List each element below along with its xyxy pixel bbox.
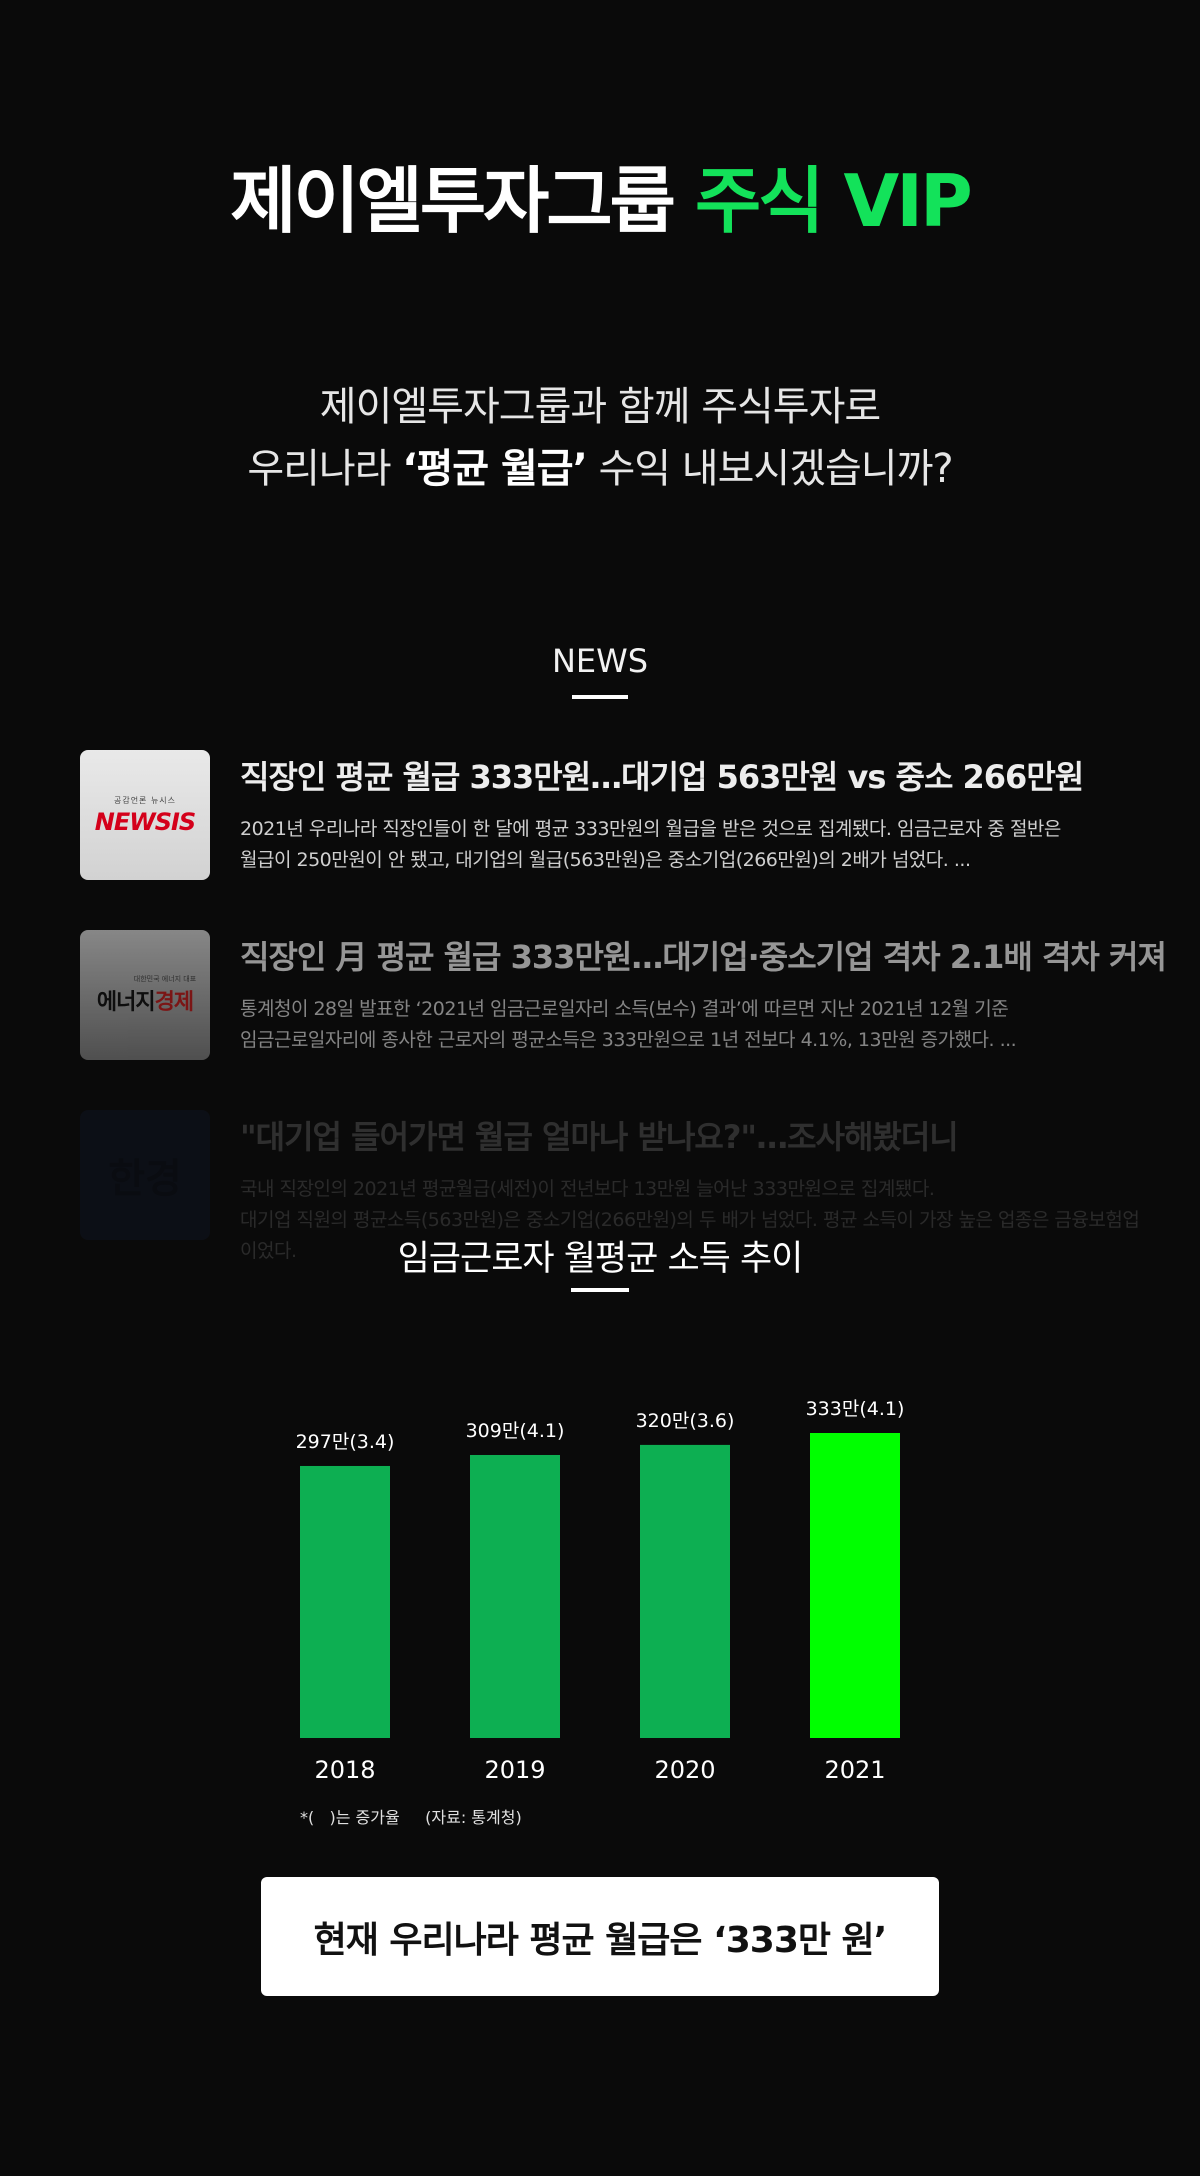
- average-salary-banner-text: 현재 우리나라 평균 월급은 ‘333만 원’: [313, 1919, 888, 1961]
- chart-footnote: *( )는 증가율 (자료: 통계청): [300, 1808, 522, 1827]
- news-heading-underline: [572, 695, 628, 699]
- news-desc-line-1: 2021년 우리나라 직장인들이 한 달에 평균 333만원의 월급을 받은 것…: [240, 818, 1061, 840]
- title-main: 제이엘투자그룹: [230, 159, 695, 243]
- news-desc-line-2: 월급이 250만원이 안 됐고, 대기업의 월급(563만원)은 중소기업(26…: [240, 849, 971, 871]
- bar-value-label: 297만(3.4): [296, 1431, 395, 1453]
- energy-logo-part-b: 경제: [154, 990, 194, 1015]
- subtitle-pre: 우리나라: [247, 446, 403, 492]
- news-item-newsis[interactable]: 공감언론 뉴시스 NEWSIS 직장인 평균 월급 333만원…대기업 563만…: [80, 750, 1160, 880]
- chart-title-underline: [571, 1288, 629, 1292]
- bar-2019: [470, 1454, 560, 1738]
- news-item-hankyung[interactable]: 한경 "대기업 들어가면 월급 얼마나 받나요?"…조사해봤더니 국내 직장인의…: [80, 1110, 1160, 1262]
- subtitle-post: 수익 내보시겠습니까?: [586, 446, 953, 492]
- bar-2018: [300, 1465, 390, 1738]
- hankyung-logo-thumbnail: 한경: [80, 1110, 210, 1240]
- chart-title: 임금근로자 월평균 소득 추이: [397, 1239, 804, 1279]
- news-description: 국내 직장인의 2021년 평균월급(세전)이 전년보다 13만원 늘어난 33…: [240, 1174, 1140, 1267]
- hankyung-logo-text: 한경: [108, 1155, 182, 1202]
- average-salary-banner[interactable]: 현재 우리나라 평균 월급은 ‘333만 원’: [261, 1877, 939, 1996]
- subtitle-bold: ‘평균 월급’: [402, 446, 588, 492]
- x-tick-label: 2018: [314, 1756, 375, 1784]
- news-item-energy-economy[interactable]: 대한민국 에너지 대표 에너지경제 직장인 月 평균 월급 333만원…대기업·…: [80, 930, 1167, 1060]
- news-title[interactable]: 직장인 평균 월급 333만원…대기업 563만원 vs 중소 266만원: [240, 758, 1084, 796]
- energy-logo-text: 에너지경제: [96, 984, 194, 1016]
- energy-logo-part-a: 에너지: [96, 990, 156, 1015]
- news-title[interactable]: "대기업 들어가면 월급 얼마나 받나요?"…조사해봤더니: [240, 1118, 959, 1156]
- newsis-logo-thumbnail: 공감언론 뉴시스 NEWSIS: [80, 750, 210, 880]
- bar-value-label: 333만(4.1): [806, 1398, 905, 1420]
- news-desc-line-1: 국내 직장인의 2021년 평균월급(세전)이 전년보다 13만원 늘어난 33…: [240, 1178, 935, 1200]
- newsis-logo-tagline: 공감언론 뉴시스: [113, 795, 177, 805]
- subtitle: 제이엘투자그룹과 함께 주식투자로 우리나라 ‘평균 월급’ 수익 내보시겠습니…: [0, 376, 1200, 500]
- energy-logo-tagline: 대한민국 에너지 대표: [133, 975, 197, 983]
- news-description: 통계청이 28일 발표한 ‘2021년 임금근로일자리 소득(보수) 결과’에 …: [240, 994, 1140, 1056]
- subtitle-line-1: 제이엘투자그룹과 함께 주식투자로: [319, 384, 881, 430]
- title-accent: 주식 VIP: [694, 159, 973, 243]
- page-title: 제이엘투자그룹 주식 VIP: [0, 165, 1200, 237]
- news-title[interactable]: 직장인 月 평균 월급 333만원…대기업·중소기업 격차 2.1배 격차 커져: [240, 938, 1167, 976]
- news-description: 2021년 우리나라 직장인들이 한 달에 평균 333만원의 월급을 받은 것…: [240, 814, 1140, 876]
- bar-2020: [640, 1444, 730, 1738]
- news-desc-line-1: 통계청이 28일 발표한 ‘2021년 임금근로일자리 소득(보수) 결과’에 …: [240, 998, 1009, 1020]
- energy-economy-logo-thumbnail: 대한민국 에너지 대표 에너지경제: [80, 930, 210, 1060]
- x-tick-label: 2020: [654, 1756, 715, 1784]
- bar-value-label: 320만(3.6): [636, 1410, 735, 1432]
- news-heading: NEWS: [551, 642, 649, 680]
- news-desc-line-2: 대기업 직원의 평균소득(563만원)은 중소기업(266만원)의 두 배가 넘…: [240, 1209, 1140, 1262]
- bar-value-label: 309만(4.1): [466, 1420, 565, 1442]
- newsis-logo-text: NEWSIS: [94, 807, 196, 836]
- news-desc-line-2: 임금근로일자리에 종사한 근로자의 평균소득은 333만원으로 1년 전보다 4…: [240, 1029, 1017, 1051]
- bar-2021: [810, 1433, 900, 1738]
- x-tick-label: 2021: [824, 1756, 885, 1784]
- x-tick-label: 2019: [484, 1756, 545, 1784]
- subtitle-line-2: 우리나라 ‘평균 월급’ 수익 내보시겠습니까?: [0, 438, 1200, 500]
